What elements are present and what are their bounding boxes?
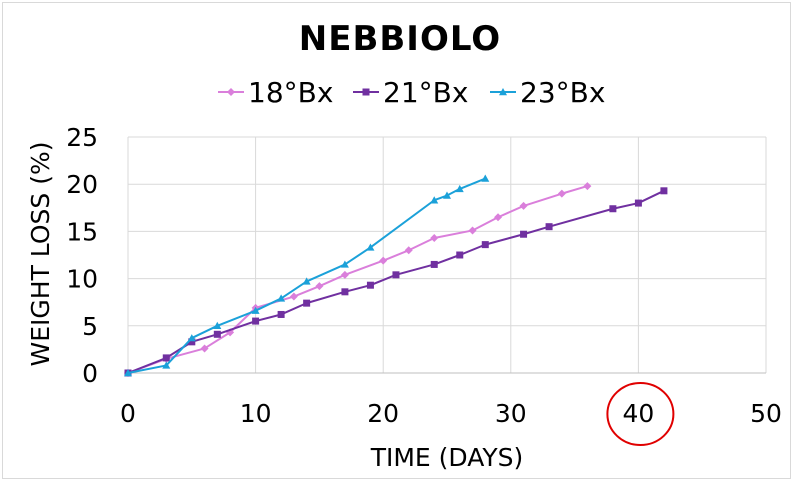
x-tick-label: 30	[495, 399, 527, 428]
y-tick-label: 10	[66, 265, 98, 294]
data-point	[660, 187, 668, 195]
data-point	[162, 361, 171, 369]
data-point	[252, 317, 260, 325]
data-point	[430, 234, 439, 243]
y-tick-label: 0	[82, 359, 98, 388]
data-point	[468, 226, 477, 235]
legend-item: 21°Bx	[353, 76, 468, 109]
data-point	[162, 354, 170, 362]
data-point	[519, 201, 528, 210]
data-point	[200, 344, 209, 353]
data-point	[188, 338, 196, 346]
data-point	[187, 334, 196, 342]
chart-title: NEBBIOLO	[299, 19, 501, 59]
series-layer	[124, 174, 668, 377]
data-point	[366, 281, 374, 289]
series-line	[127, 185, 588, 374]
legend-label: 18°Bx	[248, 76, 333, 109]
legend-marker	[499, 88, 507, 96]
data-point	[456, 251, 464, 259]
data-point	[404, 246, 413, 255]
axes	[127, 137, 766, 374]
data-point	[302, 277, 311, 285]
data-point	[341, 288, 349, 296]
data-point	[430, 196, 439, 204]
y-tick-label: 20	[66, 170, 98, 199]
x-tick-label: 10	[240, 399, 272, 428]
x-tick-label: 0	[120, 399, 136, 428]
legend-marker	[362, 88, 370, 96]
legend-item: 23°Bx	[490, 76, 605, 109]
data-point	[251, 306, 260, 314]
x-tick-labels: 0 10 20 30 40 50	[120, 399, 782, 428]
data-point	[520, 230, 528, 238]
data-point	[392, 271, 400, 279]
data-point	[340, 270, 349, 279]
legend-label: 21°Bx	[383, 76, 468, 109]
data-point	[443, 191, 451, 199]
y-axis-title: WEIGHT LOSS (%)	[26, 142, 55, 367]
data-point	[455, 184, 464, 193]
tick-highlight-circle	[606, 382, 675, 446]
data-point	[277, 310, 285, 318]
y-tick-labels: 0 5 10 15 20 25	[66, 123, 98, 388]
data-point	[481, 241, 489, 249]
y-tick-label: 25	[66, 123, 98, 152]
series-3	[124, 174, 490, 377]
data-point	[557, 189, 566, 198]
data-point	[583, 182, 592, 191]
data-point	[379, 256, 388, 265]
data-point	[366, 243, 375, 251]
series-line	[127, 177, 486, 374]
data-point	[634, 199, 642, 207]
y-tick-label: 5	[82, 312, 98, 341]
data-point	[213, 330, 221, 338]
data-point	[124, 369, 132, 377]
gridlines	[128, 136, 767, 373]
x-tick-label: 20	[367, 399, 399, 428]
x-tick-label: 50	[750, 399, 782, 428]
legend-label: 23°Bx	[520, 76, 605, 109]
legend: 18°Bx 21°Bx 23°Bx	[218, 76, 605, 109]
data-point	[494, 213, 503, 222]
legend-item: 18°Bx	[218, 76, 333, 109]
data-point	[545, 223, 553, 231]
x-axis-title: TIME (DAYS)	[370, 443, 524, 472]
x-tick-label: 40	[622, 399, 654, 428]
data-point	[315, 282, 324, 291]
data-point	[609, 205, 617, 213]
y-tick-label: 15	[66, 217, 98, 246]
data-point	[303, 299, 311, 307]
data-point	[430, 260, 438, 268]
data-point	[277, 294, 286, 302]
data-point	[340, 260, 349, 268]
legend-marker	[227, 88, 235, 96]
data-point	[289, 292, 298, 301]
data-point	[213, 321, 222, 329]
series-line	[127, 189, 665, 374]
data-point	[481, 174, 490, 182]
series-1	[124, 182, 592, 377]
